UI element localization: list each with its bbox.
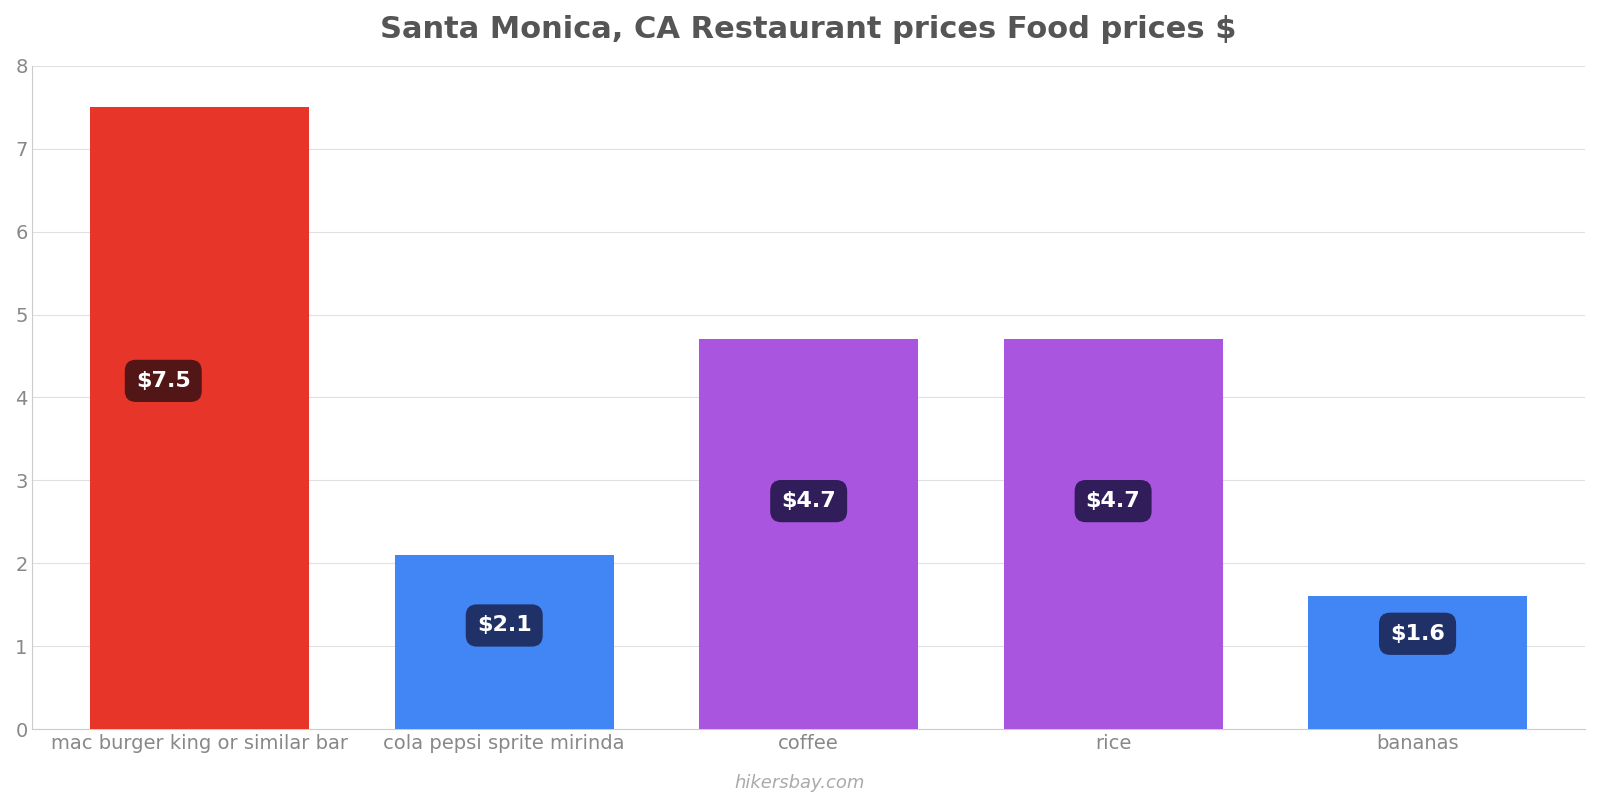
- Bar: [699, 339, 918, 729]
- Bar: [1003, 339, 1222, 729]
- Text: $1.6: $1.6: [1390, 624, 1445, 644]
- Text: $2.1: $2.1: [477, 615, 531, 635]
- Text: $7.5: $7.5: [136, 371, 190, 391]
- Text: $4.7: $4.7: [1086, 491, 1141, 511]
- Bar: [395, 555, 614, 729]
- Text: $4.7: $4.7: [781, 491, 837, 511]
- Title: Santa Monica, CA Restaurant prices Food prices $: Santa Monica, CA Restaurant prices Food …: [381, 15, 1237, 44]
- Text: hikersbay.com: hikersbay.com: [734, 774, 866, 792]
- Bar: [90, 107, 309, 729]
- Bar: [1307, 597, 1526, 729]
